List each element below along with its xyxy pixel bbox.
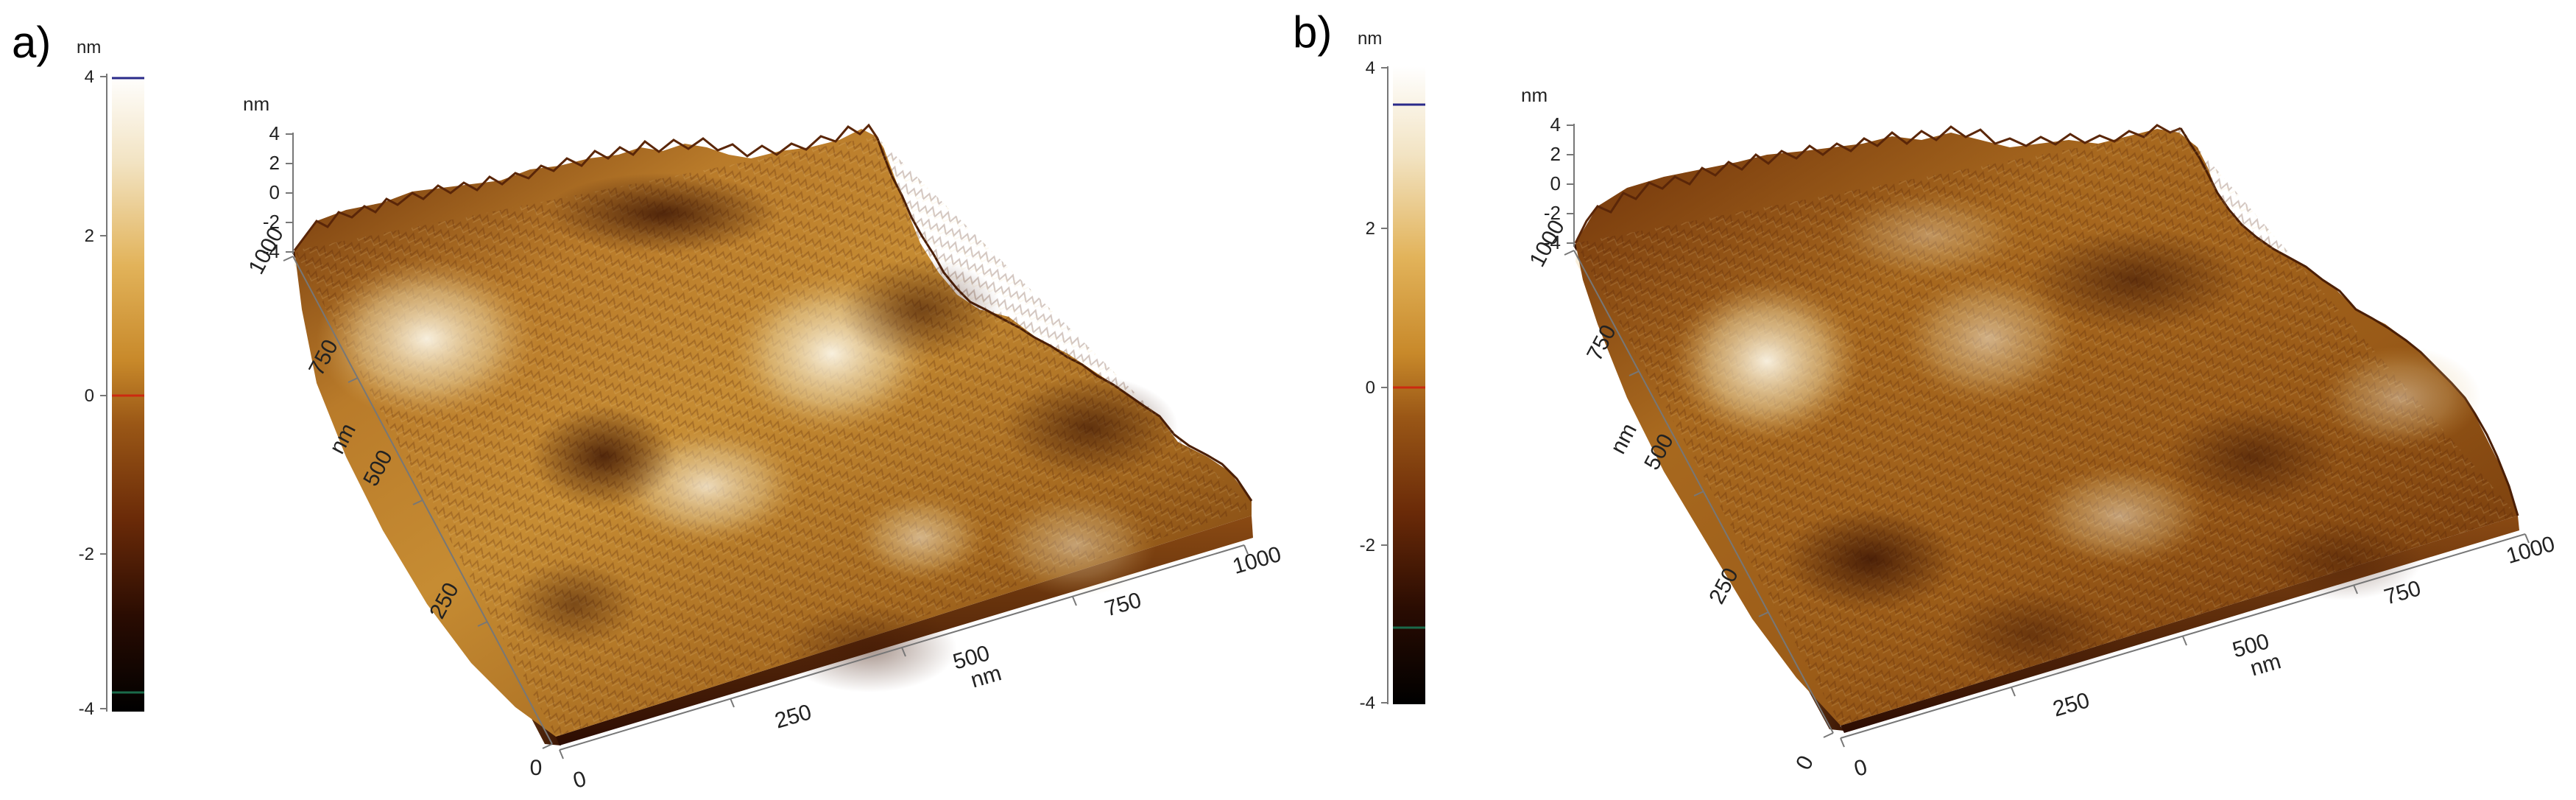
panel-a-x-axis-tick: 250: [772, 700, 814, 734]
panel-a: a) nm 4 2 0 -2 -4: [12, 18, 1284, 793]
panel-b-colorbar-unit: nm: [1358, 29, 1382, 49]
panel-b-letter: b): [1293, 7, 1332, 57]
panel-a-colorbar: nm 4 2 0 -2 -4: [77, 38, 144, 719]
panel-a-colorbar-gradient: [112, 74, 144, 712]
panel-b-colorbar-tick: -4: [1360, 693, 1375, 713]
panel-a-z-axis-unit: nm: [243, 93, 269, 115]
panel-b-z-axis-unit: nm: [1521, 84, 1548, 106]
panel-a-colorbar-tick: 4: [85, 67, 94, 87]
panel-b-x-axis-tick: 1000: [2504, 532, 2558, 569]
panel-b-x-axis-tick: 250: [2050, 688, 2092, 722]
panel-b-z-axis-tick: 0: [1550, 172, 1561, 194]
panel-b-x-axis-tick: 0: [1852, 755, 1870, 782]
panel-a-y-axis-tick: 0: [530, 756, 543, 780]
panel-a-letter: a): [12, 18, 51, 67]
panel-b-z-axis-tick: 4: [1550, 113, 1561, 136]
panel-b: b) nm 4 2 0 -2 -4: [1293, 7, 2558, 782]
panel-a-colorbar-unit: nm: [77, 38, 101, 57]
panel-a-colorbar-tick: -2: [79, 544, 94, 564]
panel-a-surface: [293, 123, 1253, 745]
panel-b-y-axis-tick: 0: [1791, 751, 1818, 773]
panel-a-colorbar-ticks: 4 2 0 -2 -4: [79, 67, 107, 719]
panel-a-colorbar-tick: 2: [85, 226, 94, 246]
panel-b-z-axis-tick: -4: [1544, 231, 1561, 253]
panel-a-z-axis-tick: 4: [269, 122, 280, 144]
panel-b-z-axis-tick: -2: [1544, 202, 1561, 224]
panel-a-z-axis-tick: -4: [263, 240, 280, 262]
panel-b-z-axis: nm 4 2 0 -2 -4: [1521, 84, 1575, 253]
panel-b-colorbar-ticks: 4 2 0 -2 -4: [1360, 58, 1388, 713]
panel-b-colorbar-tick: 2: [1366, 219, 1375, 239]
panel-a-colorbar-tick: 0: [85, 386, 94, 406]
panel-b-colorbar: nm 4 2 0 -2 -4: [1358, 29, 1425, 713]
panel-a-z-axis: nm 4 2 0 -2 -4: [243, 93, 294, 262]
panel-a-z-axis-tick: 0: [269, 181, 280, 203]
panel-a-z-axis-tick: -2: [263, 211, 280, 233]
panel-a-z-axis-tick: 2: [269, 152, 280, 174]
panel-b-colorbar-tick: 4: [1366, 58, 1375, 78]
panel-b-y-axis-tick: 1000: [1525, 216, 1569, 270]
panel-a-colorbar-tick: -4: [79, 699, 94, 719]
panel-a-x-axis-tick: 0: [571, 767, 589, 793]
panel-b-surface: [1574, 124, 2519, 733]
panel-a-x-axis-tick: 750: [1102, 588, 1144, 622]
panel-b-colorbar-tick: 0: [1366, 378, 1375, 398]
panel-b-colorbar-gradient: [1393, 66, 1425, 704]
panel-b-colorbar-tick: -2: [1360, 536, 1375, 555]
panel-a-y-axis-tick: 1000: [244, 223, 288, 278]
panel-b-z-axis-tick: 2: [1550, 143, 1561, 165]
panel-b-y-axis-unit: nm: [1606, 419, 1642, 457]
